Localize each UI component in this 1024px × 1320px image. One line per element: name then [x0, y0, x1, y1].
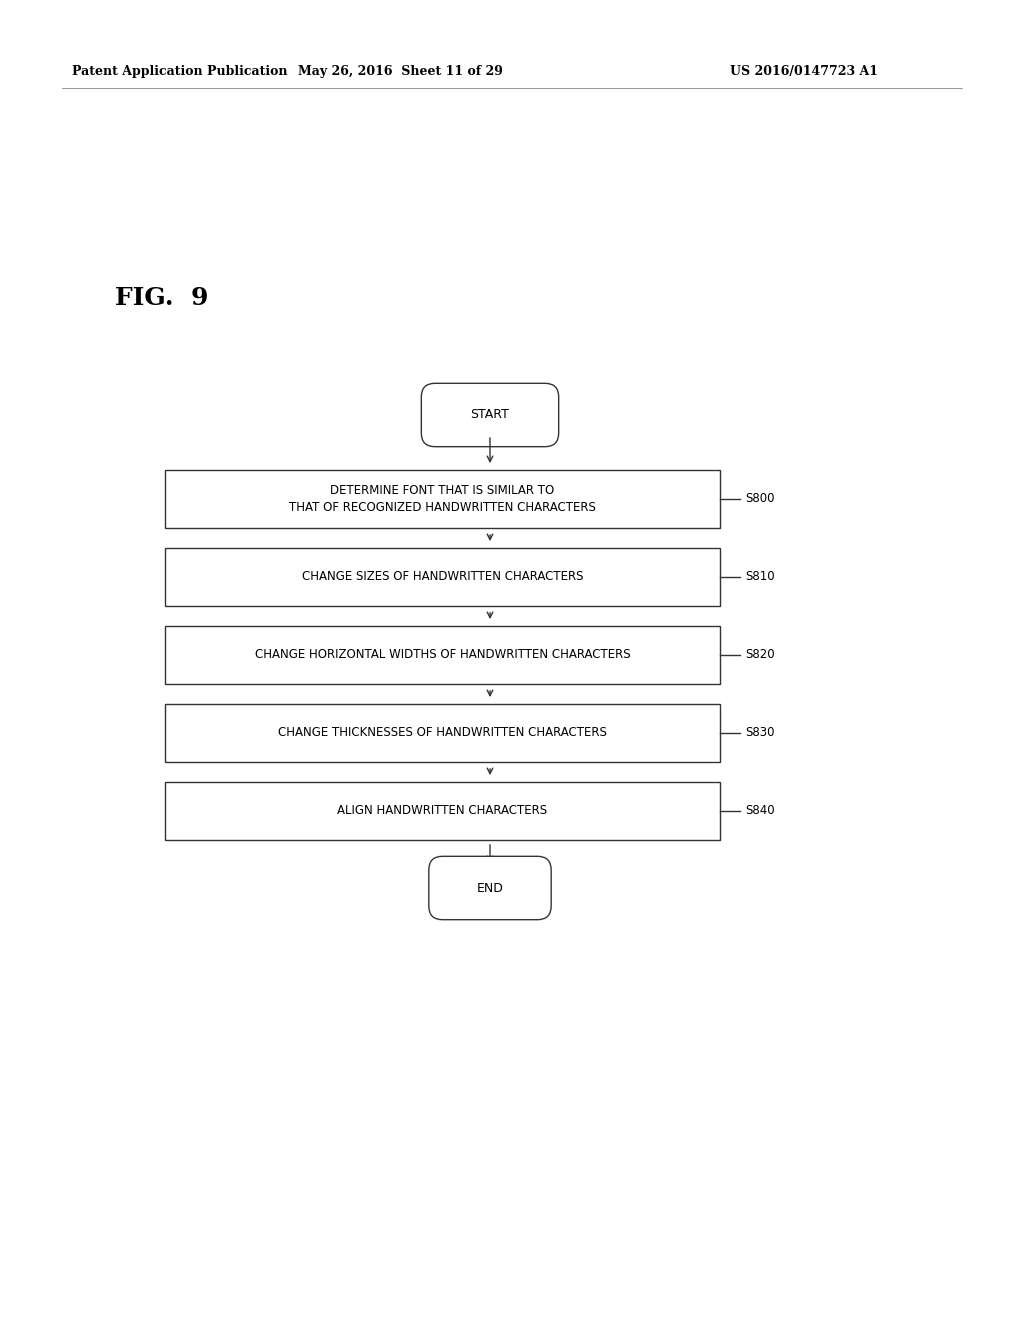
Text: CHANGE SIZES OF HANDWRITTEN CHARACTERS: CHANGE SIZES OF HANDWRITTEN CHARACTERS: [302, 570, 584, 583]
Text: END: END: [476, 882, 504, 895]
Text: START: START: [471, 408, 509, 421]
FancyBboxPatch shape: [165, 548, 720, 606]
Text: S840: S840: [745, 804, 774, 817]
FancyBboxPatch shape: [165, 704, 720, 762]
Text: May 26, 2016  Sheet 11 of 29: May 26, 2016 Sheet 11 of 29: [298, 66, 503, 78]
Text: DETERMINE FONT THAT IS SIMILAR TO
THAT OF RECOGNIZED HANDWRITTEN CHARACTERS: DETERMINE FONT THAT IS SIMILAR TO THAT O…: [289, 484, 596, 513]
Text: ALIGN HANDWRITTEN CHARACTERS: ALIGN HANDWRITTEN CHARACTERS: [338, 804, 548, 817]
FancyBboxPatch shape: [421, 383, 559, 446]
Text: US 2016/0147723 A1: US 2016/0147723 A1: [730, 66, 878, 78]
Text: CHANGE THICKNESSES OF HANDWRITTEN CHARACTERS: CHANGE THICKNESSES OF HANDWRITTEN CHARAC…: [279, 726, 607, 739]
FancyBboxPatch shape: [165, 470, 720, 528]
FancyBboxPatch shape: [165, 781, 720, 840]
Text: Patent Application Publication: Patent Application Publication: [72, 66, 288, 78]
Text: S830: S830: [745, 726, 774, 739]
Text: S820: S820: [745, 648, 774, 661]
Text: FIG.  9: FIG. 9: [115, 286, 209, 310]
Text: S810: S810: [745, 570, 774, 583]
FancyBboxPatch shape: [429, 857, 551, 920]
Text: CHANGE HORIZONTAL WIDTHS OF HANDWRITTEN CHARACTERS: CHANGE HORIZONTAL WIDTHS OF HANDWRITTEN …: [255, 648, 631, 661]
Text: S800: S800: [745, 492, 774, 506]
FancyBboxPatch shape: [165, 626, 720, 684]
